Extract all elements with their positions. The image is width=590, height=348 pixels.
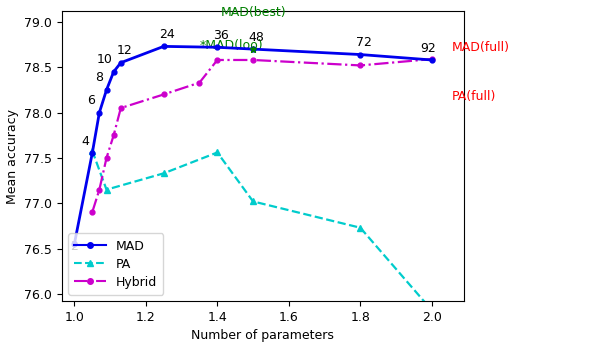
Text: 4: 4 <box>81 135 89 148</box>
Legend: MAD, PA, Hybrid: MAD, PA, Hybrid <box>68 234 163 295</box>
Text: 92: 92 <box>420 41 436 55</box>
Text: 10: 10 <box>97 53 113 66</box>
Text: MAD(full): MAD(full) <box>451 41 509 54</box>
Text: 6: 6 <box>87 94 96 107</box>
Text: 72: 72 <box>356 36 372 49</box>
Text: PA(full): PA(full) <box>451 90 496 103</box>
Text: 48: 48 <box>249 31 264 44</box>
Text: *MAD(loo): *MAD(loo) <box>199 39 263 52</box>
Text: 2: 2 <box>70 240 78 253</box>
Text: 24: 24 <box>159 28 175 41</box>
Text: 12: 12 <box>116 44 132 57</box>
Text: 8: 8 <box>94 71 103 85</box>
X-axis label: Number of parameters: Number of parameters <box>192 330 335 342</box>
Text: MAD(best): MAD(best) <box>220 6 286 19</box>
Text: 36: 36 <box>213 29 229 42</box>
Y-axis label: Mean accuracy: Mean accuracy <box>5 109 18 204</box>
